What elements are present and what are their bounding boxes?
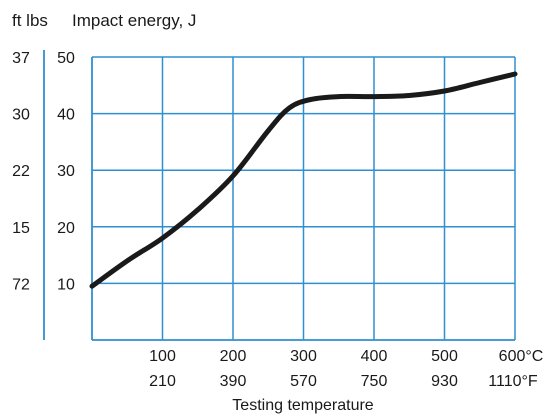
y-secondary-tick-label: 30 <box>12 107 30 124</box>
x-tick-label-celsius: 600°C <box>499 348 543 365</box>
y-secondary-tick-label: 22 <box>12 163 30 180</box>
x-tick-label-celsius: 100 <box>149 348 176 365</box>
axes <box>43 50 515 341</box>
tick-labels: 50 37 40 30 30 22 20 15 10 72 100 210 200 390 300 570 40… <box>12 50 543 390</box>
x-tick-label-fahrenheit: 750 <box>361 373 388 390</box>
y-tick-label: 50 <box>57 50 75 67</box>
y-tick-label: 20 <box>57 220 75 237</box>
y-secondary-tick-label: 72 <box>12 276 30 293</box>
y-tick-label: 10 <box>57 276 75 293</box>
x-tick-label-celsius: 500 <box>431 348 458 365</box>
grid <box>92 56 516 340</box>
y-tick-label: 30 <box>57 163 75 180</box>
x-tick-label-fahrenheit: 570 <box>290 373 317 390</box>
x-tick-label-fahrenheit: 390 <box>220 373 247 390</box>
y-secondary-tick-label: 37 <box>12 50 30 67</box>
x-tick-label-celsius: 300 <box>290 348 317 365</box>
y-axis-label: Impact energy, J <box>72 11 196 30</box>
x-tick-label-celsius: 400 <box>361 348 388 365</box>
x-tick-label-fahrenheit: 210 <box>149 373 176 390</box>
x-tick-label-fahrenheit: 930 <box>431 373 458 390</box>
series-line <box>89 71 518 289</box>
y-axis-secondary-label: ft lbs <box>12 11 48 30</box>
y-tick-label: 40 <box>57 107 75 124</box>
x-tick-label-fahrenheit: 1110°F <box>488 373 538 390</box>
x-axis-label: Testing temperature <box>232 397 374 414</box>
series <box>89 71 518 289</box>
x-tick-label-celsius: 200 <box>220 348 247 365</box>
y-secondary-tick-label: 15 <box>12 220 30 237</box>
